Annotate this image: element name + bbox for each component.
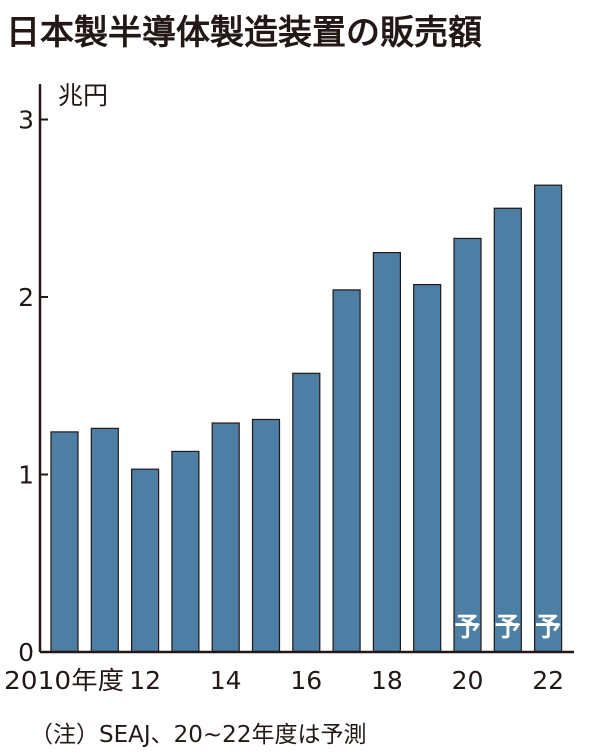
bar-16	[292, 372, 321, 653]
bar-13	[171, 450, 200, 653]
chart-note: （注）SEAJ、20~22年度は予測	[30, 722, 366, 748]
bar-21	[493, 207, 522, 653]
bar-19	[413, 283, 442, 653]
y-axis-unit-label: 兆円	[58, 81, 108, 110]
bar-2010	[50, 431, 79, 653]
forecast-label: 予	[454, 613, 480, 643]
bar-12	[131, 468, 160, 653]
bar-15	[251, 418, 281, 653]
bars-group	[50, 184, 563, 653]
y-axis: 0 1 2 3	[18, 106, 48, 667]
x-tick-label: 14	[210, 666, 242, 695]
bar-22	[533, 184, 563, 653]
x-tick-label: 12	[129, 666, 161, 695]
bar-11	[90, 427, 119, 653]
bar-18	[372, 252, 401, 653]
x-axis: 2010年度 12 14 16 18 20 22	[4, 666, 564, 695]
forecast-label: 予	[535, 613, 561, 643]
y-tick-label: 1	[18, 461, 34, 490]
y-tick-label: 0	[18, 638, 34, 667]
y-tick-label: 2	[18, 283, 34, 312]
forecast-labels-group: 予予予	[454, 613, 561, 643]
chart-title: 日本製半導体製造装置の販売額	[6, 13, 482, 53]
bar-17	[332, 289, 361, 653]
x-tick-label: 20	[452, 666, 484, 695]
x-tick-label: 22	[532, 666, 564, 695]
forecast-label: 予	[495, 613, 521, 643]
y-tick-label: 3	[18, 106, 34, 135]
bar-20	[453, 237, 482, 653]
bar-14	[211, 422, 240, 653]
x-tick-label: 2010年度	[4, 666, 124, 695]
x-tick-label: 16	[290, 666, 322, 695]
x-tick-label: 18	[371, 666, 403, 695]
